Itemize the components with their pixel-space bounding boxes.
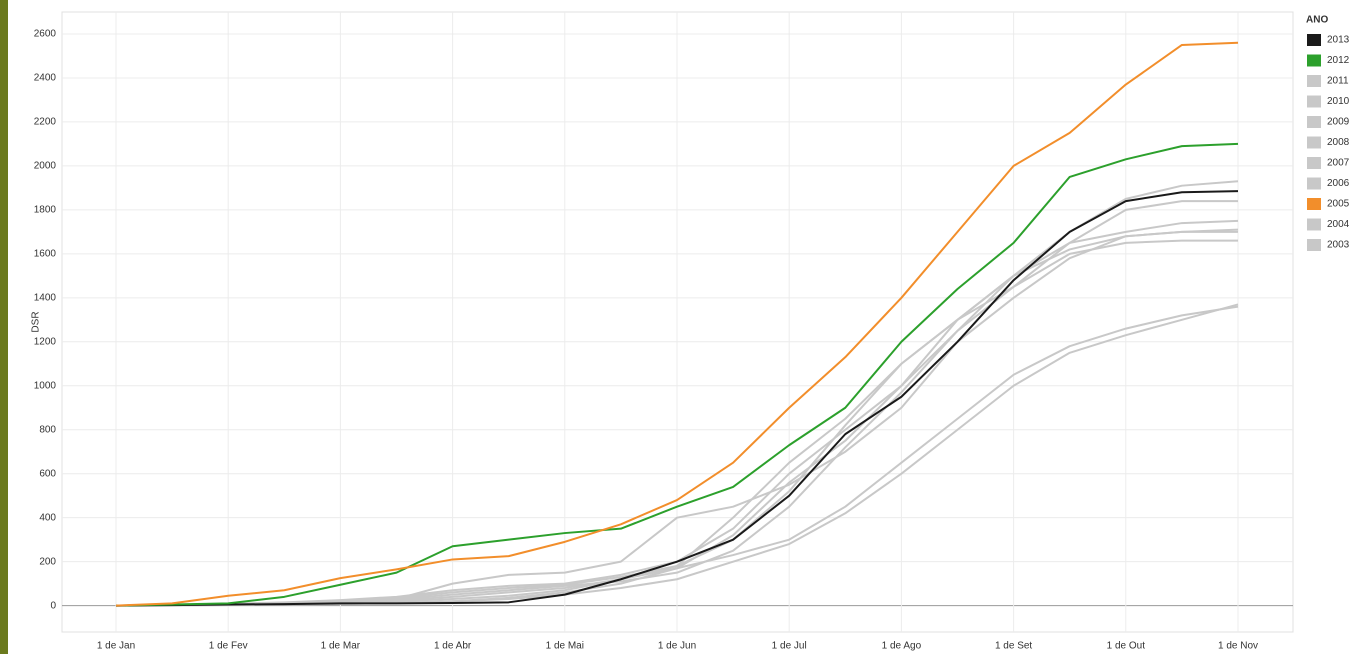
legend-label: 2004 — [1327, 219, 1350, 230]
legend-swatch — [1307, 75, 1321, 87]
legend-label: 2005 — [1327, 199, 1350, 210]
y-tick-label: 1600 — [34, 248, 57, 259]
y-axis-label: DSR — [31, 311, 42, 332]
y-tick-label: 1200 — [34, 336, 57, 347]
x-tick-label: 1 de Mai — [546, 641, 584, 652]
legend-label: 2006 — [1327, 178, 1350, 189]
legend-swatch — [1307, 34, 1321, 46]
y-tick-label: 2400 — [34, 73, 57, 84]
x-tick-label: 1 de Nov — [1218, 641, 1258, 652]
y-tick-label: 1800 — [34, 205, 57, 216]
legend-label: 2007 — [1327, 158, 1350, 169]
side-bar — [0, 0, 8, 654]
y-tick-label: 200 — [39, 556, 56, 567]
y-tick-label: 400 — [39, 512, 56, 523]
y-tick-label: 0 — [50, 600, 56, 611]
legend-swatch — [1307, 95, 1321, 108]
legend-swatch — [1307, 177, 1321, 190]
x-tick-label: 1 de Jul — [772, 641, 807, 652]
legend-label: 2008 — [1327, 137, 1350, 148]
legend-label: 2011 — [1327, 76, 1349, 87]
legend-title: ANO — [1306, 15, 1328, 26]
series-line — [115, 142, 1239, 607]
legend-swatch — [1307, 198, 1321, 210]
legend-label: 2003 — [1327, 240, 1350, 251]
legend-swatch — [1307, 54, 1321, 67]
legend-label: 2009 — [1327, 117, 1350, 128]
legend-swatch — [1307, 218, 1321, 231]
x-tick-label: 1 de Jan — [97, 641, 135, 652]
y-tick-label: 800 — [39, 424, 56, 435]
legend-swatch — [1307, 136, 1321, 149]
legend-swatch — [1307, 239, 1321, 251]
x-tick-label: 1 de Out — [1107, 641, 1146, 652]
y-tick-label: 2200 — [34, 117, 57, 128]
x-tick-label: 1 de Set — [995, 641, 1032, 652]
y-tick-label: 600 — [39, 468, 56, 479]
legend-label: 2010 — [1327, 96, 1350, 107]
x-tick-label: 1 de Abr — [434, 641, 472, 652]
y-tick-label: 1400 — [34, 292, 57, 303]
series-line — [115, 190, 1239, 607]
x-tick-label: 1 de Jun — [658, 641, 696, 652]
y-tick-label: 2000 — [34, 161, 57, 172]
series-line — [115, 41, 1239, 607]
legend-swatch — [1307, 116, 1321, 128]
x-tick-label: 1 de Mar — [321, 641, 361, 652]
x-tick-label: 1 de Ago — [882, 641, 922, 652]
legend-label: 2012 — [1327, 55, 1350, 66]
y-tick-label: 1000 — [34, 380, 57, 391]
y-tick-label: 2600 — [34, 29, 57, 40]
legend-label: 2013 — [1327, 35, 1350, 46]
legend-swatch — [1307, 157, 1321, 169]
x-tick-label: 1 de Fev — [209, 641, 248, 652]
